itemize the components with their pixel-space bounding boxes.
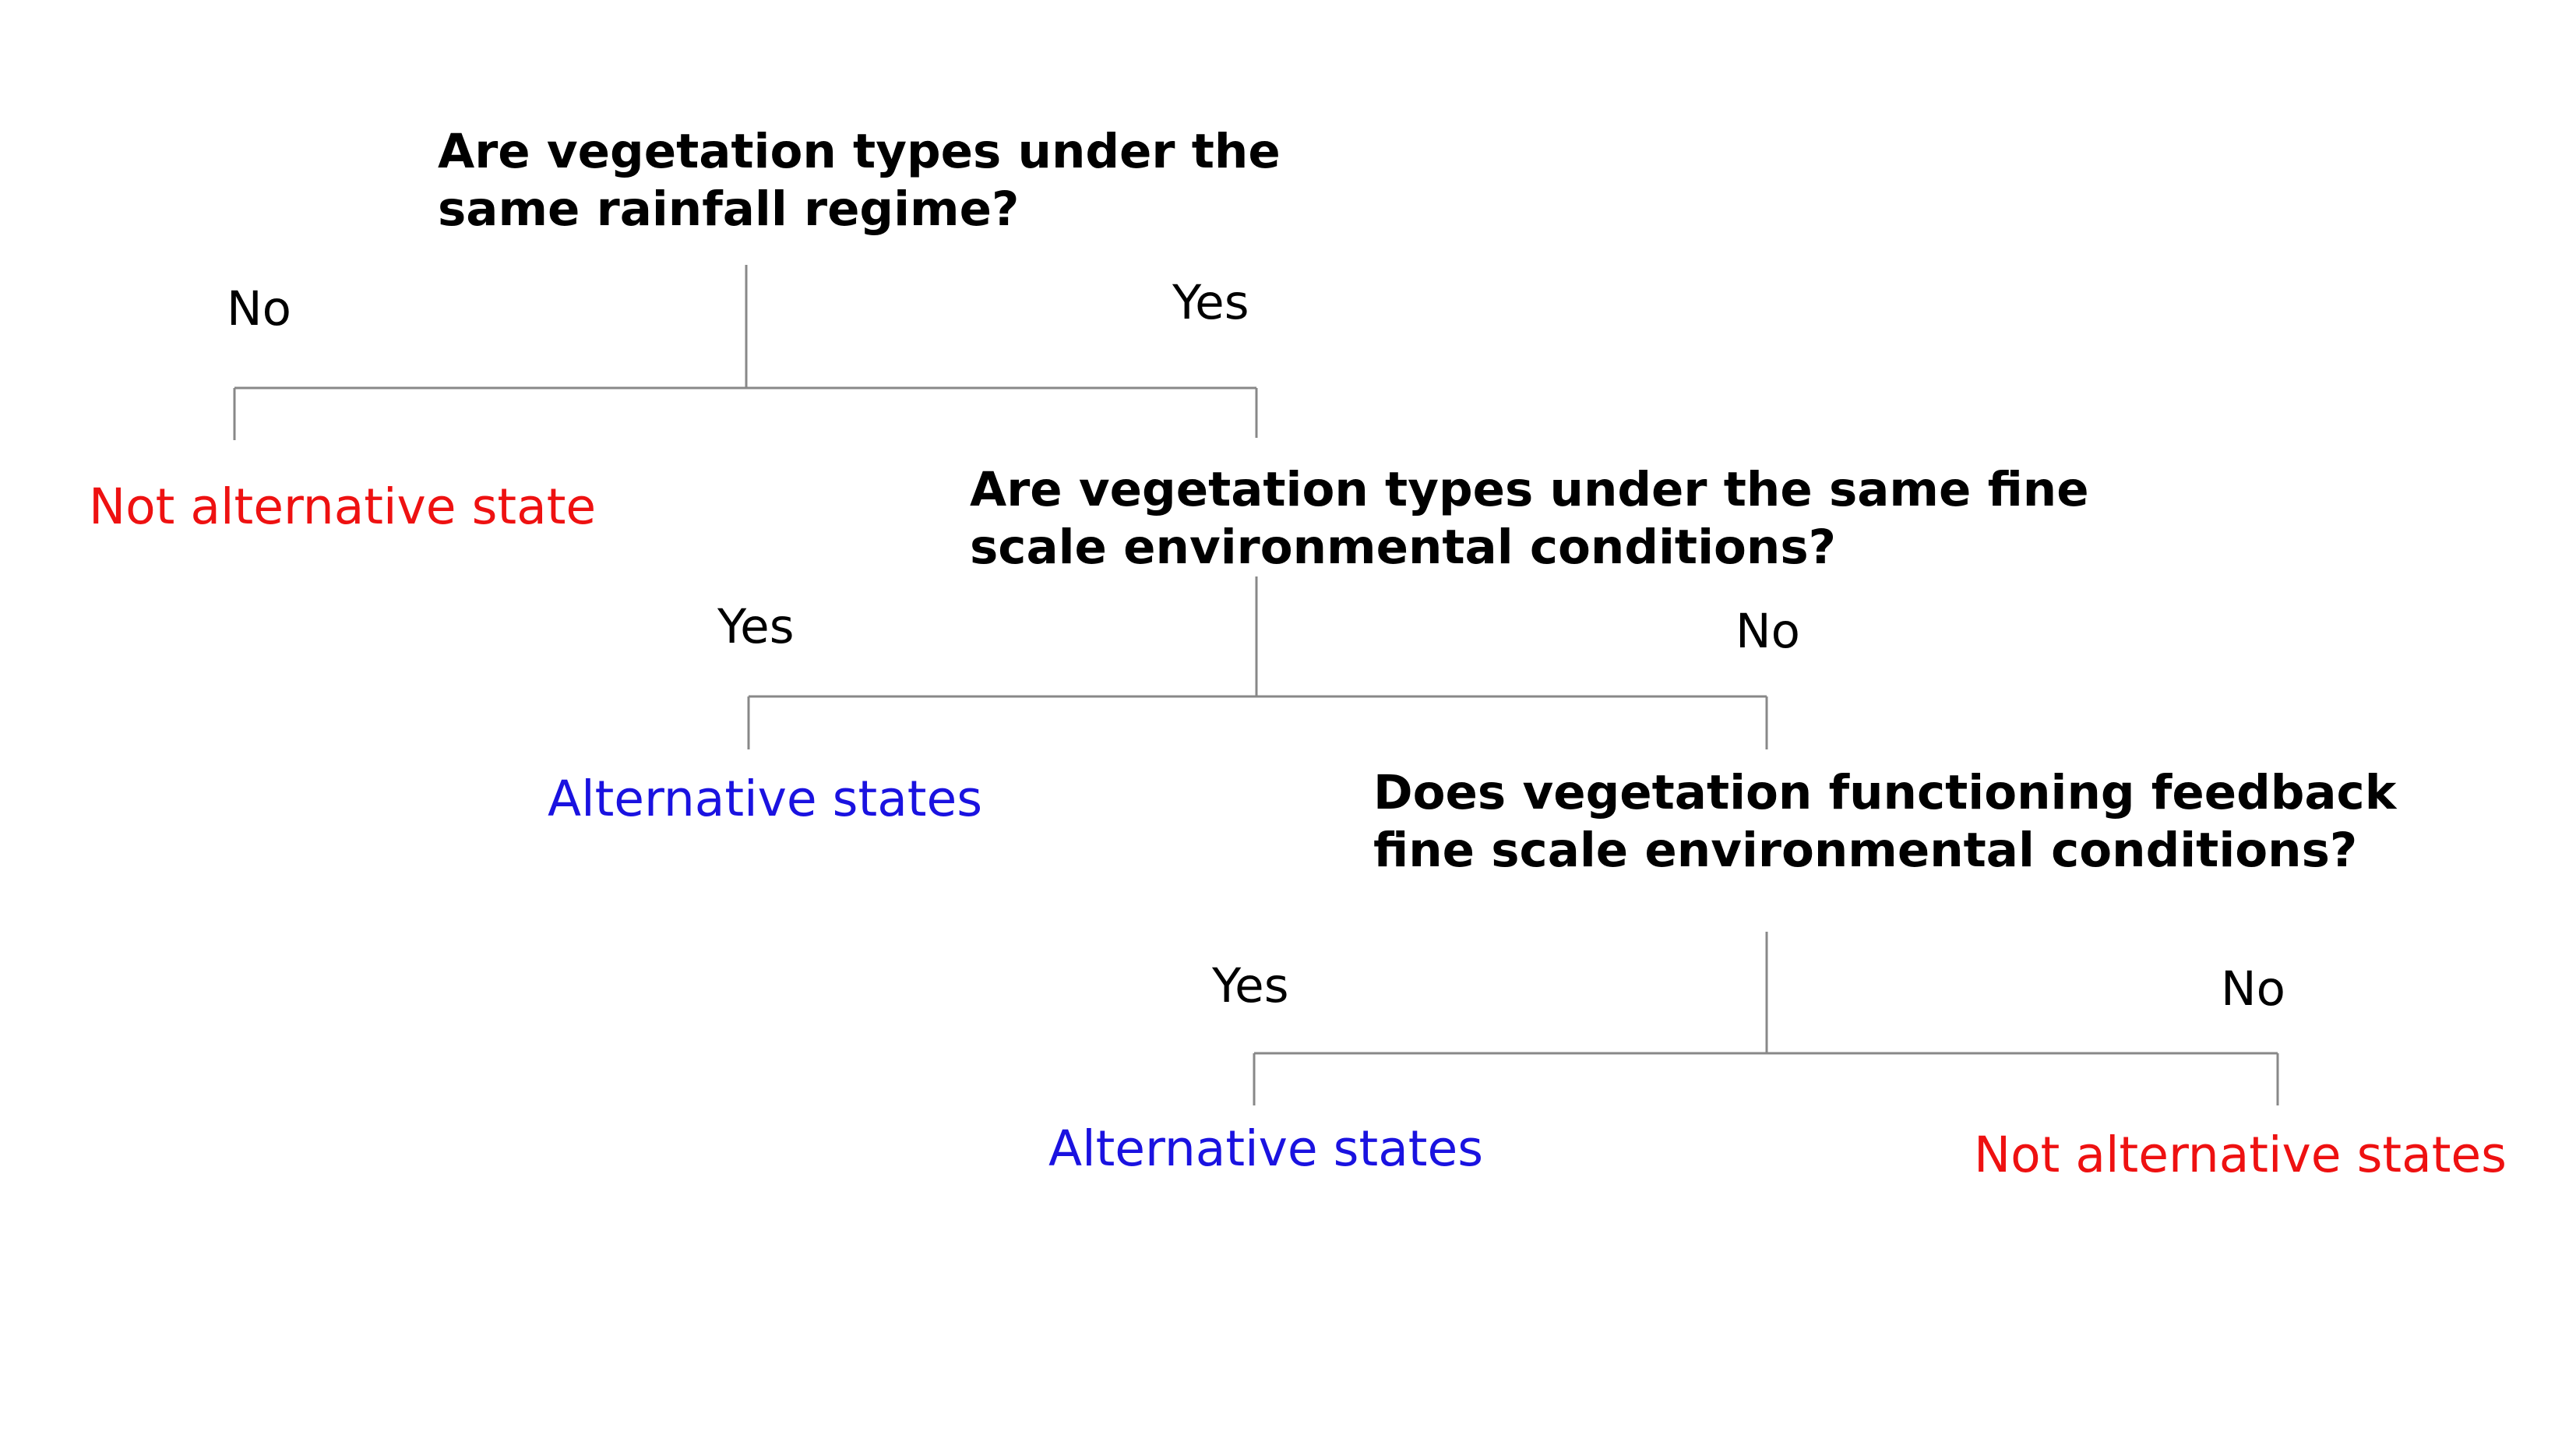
question-3-line-2: fine scale environmental conditions? [1373, 823, 2358, 878]
q1-no-outcome: Not alternative state [89, 478, 597, 535]
question-2-line-1: Are vegetation types under the same fine [970, 462, 2089, 517]
q3-yes-outcome: Alternative states [1048, 1120, 1484, 1177]
q3-no-outcome: Not alternative states [1974, 1126, 2507, 1183]
question-2-line-2: scale environmental conditions? [970, 520, 1837, 575]
question-1-line-1: Are vegetation types under the [438, 124, 1281, 179]
question-2-environmental-conditions: Are vegetation types under the same fine… [970, 461, 2089, 576]
question-3-functioning-feedback: Does vegetation functioning feedback fin… [1373, 764, 2396, 880]
q3-yes-label: Yes [1212, 958, 1289, 1014]
q1-no-label: No [227, 281, 291, 337]
q1-yes-label: Yes [1172, 275, 1249, 330]
question-1-rainfall-regime: Are vegetation types under the same rain… [438, 123, 1281, 238]
q2-no-label: No [1736, 604, 1800, 659]
q2-yes-label: Yes [717, 599, 795, 654]
question-3-line-1: Does vegetation functioning feedback [1373, 765, 2397, 820]
question-1-line-2: same rainfall regime? [438, 182, 1020, 237]
q2-yes-outcome: Alternative states [548, 770, 983, 827]
q3-no-label: No [2221, 961, 2285, 1017]
